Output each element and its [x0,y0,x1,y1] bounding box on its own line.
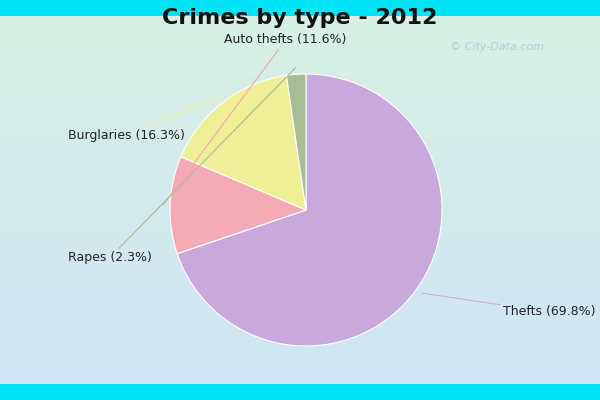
Text: Thefts (69.8%): Thefts (69.8%) [422,293,596,318]
Wedge shape [177,74,442,346]
Wedge shape [170,157,306,254]
Text: Crimes by type - 2012: Crimes by type - 2012 [163,8,437,28]
Wedge shape [181,76,306,210]
Text: © City-Data.com: © City-Data.com [450,42,544,52]
Text: Auto thefts (11.6%): Auto thefts (11.6%) [163,34,347,205]
Text: Rapes (2.3%): Rapes (2.3%) [68,68,296,264]
Wedge shape [286,74,306,210]
Text: Burglaries (16.3%): Burglaries (16.3%) [68,97,219,142]
